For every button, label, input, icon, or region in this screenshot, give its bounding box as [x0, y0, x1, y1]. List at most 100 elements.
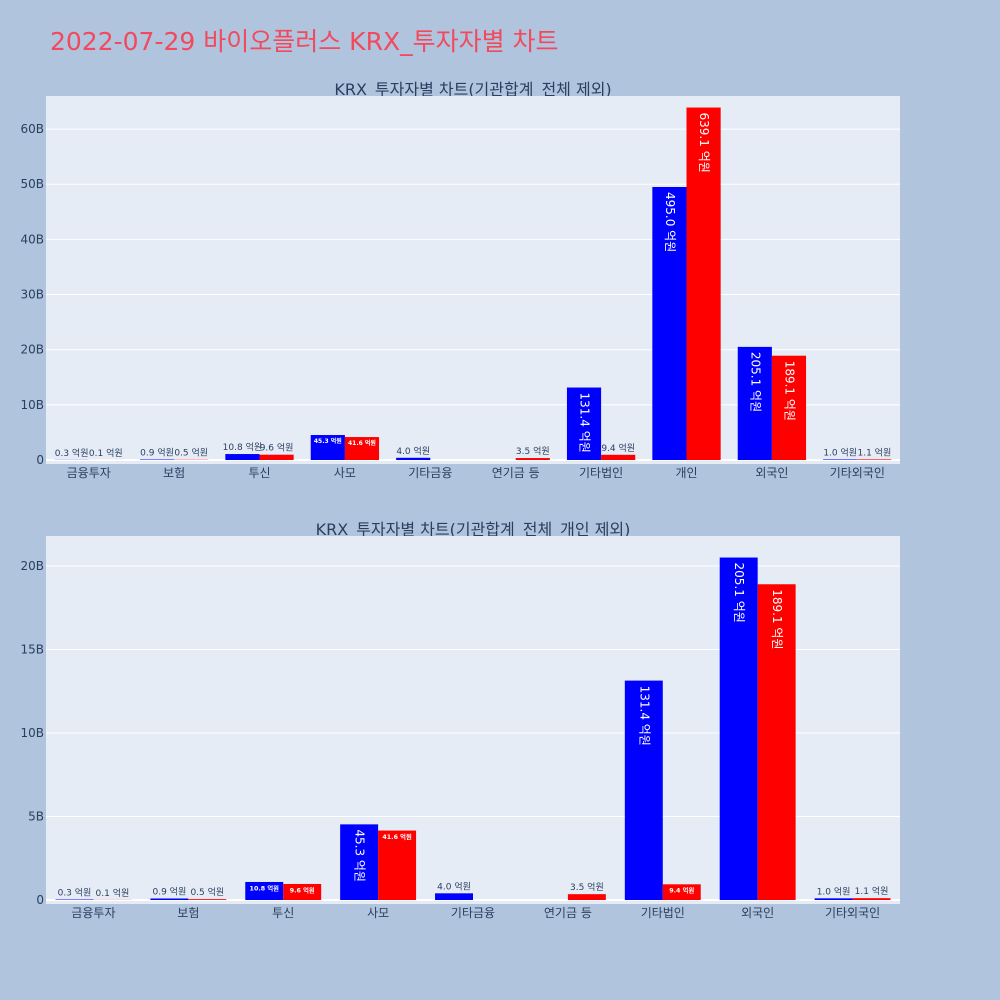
chart-1-bar — [566, 387, 602, 460]
chart-2-data-label: 131.4 억원 — [637, 686, 651, 746]
chart-2-bar — [757, 584, 796, 900]
chart-1-y-tick-label: 50B — [20, 177, 44, 191]
chart-2-bar — [567, 894, 606, 900]
chart-1-data-label: 9.6 억원 — [260, 442, 294, 454]
chart-1-bar — [857, 459, 892, 460]
chart-2-bar — [624, 680, 663, 900]
chart-2-x-tick-label: 외국인 — [741, 906, 774, 920]
chart-1-y-axis: 0 10B 20B 30B 40B 50B 60B — [20, 122, 44, 467]
chart-1-data-label: 205.1 억원 — [748, 352, 762, 412]
chart-1-x-tick-label: 사모 — [334, 466, 356, 480]
chart-2-bar — [378, 830, 417, 900]
chart-1-bar — [652, 187, 687, 460]
chart-2-bar — [435, 893, 473, 900]
chart-2-data-label: 1.1 억원 — [855, 885, 889, 897]
chart-2-bar — [719, 557, 758, 900]
chart-1-x-tick-label: 기타금융 — [408, 466, 452, 480]
chart-1-bar — [515, 458, 550, 460]
chart-2-y-tick-label: 20B — [20, 559, 44, 573]
chart-1-data-label: 9.4 억원 — [601, 442, 635, 454]
chart-2-x-tick-label: 연기금 등 — [544, 906, 592, 920]
chart-1-bar — [601, 454, 636, 460]
chart-2-data-label: 0.9 억원 — [152, 885, 186, 897]
chart-1-x-tick-label: 기타외국인 — [830, 466, 885, 480]
chart-1-x-tick-label: 투신 — [248, 466, 270, 480]
chart-2-data-label: 189.1 억원 — [770, 589, 784, 649]
chart-2-y-tick-label: 0 — [36, 893, 44, 907]
chart-1-y-tick-label: 10B — [20, 398, 44, 412]
page-title: 2022-07-29 바이오플러스 KRX_투자자별 차트 — [50, 27, 559, 56]
chart-1-bar — [686, 107, 721, 460]
chart-2: KRX_투자자별 차트(기관합계_전체_개인 제외) 05B10B15B20B … — [20, 520, 900, 920]
chart-2-data-label: 0.5 억원 — [190, 886, 224, 898]
chart-2-x-tick-label: 투신 — [272, 906, 294, 920]
chart-2-bar — [662, 884, 701, 900]
chart-1-bar — [225, 454, 260, 460]
chart-1-bars: 0.3 억원 0.1 억원 0.9 억원 0.5 억원 10.8 억원9.6 억원 45.… — [54, 107, 892, 460]
chart-2-bar — [188, 899, 227, 900]
chart-1-y-tick-label: 40B — [20, 232, 44, 246]
chart-1-x-tick-label: 보험 — [163, 466, 185, 480]
chart-1-bar — [310, 435, 345, 460]
chart-2-data-label: 9.4 억원 — [669, 886, 694, 895]
chart-1-data-label: 495.0 억원 — [663, 192, 677, 252]
chart-2-data-label: 45.3 억원 — [353, 829, 367, 882]
chart-1-data-label: 639.1 억원 — [697, 113, 711, 173]
chart-1-x-tick-label: 개인 — [675, 466, 697, 480]
chart-1-y-tick-label: 60B — [20, 122, 44, 136]
chart-2-y-tick-label: 5B — [28, 810, 44, 824]
chart-1-data-label: 131.4 억원 — [578, 393, 592, 453]
chart-1-data-label: 1.1 억원 — [858, 446, 892, 458]
chart-1-y-tick-label: 20B — [20, 343, 44, 357]
chart-1-bar — [823, 459, 858, 460]
chart-1-x-tick-label: 기타법인 — [579, 466, 623, 480]
chart-2-y-tick-label: 10B — [20, 726, 44, 740]
chart-2-title: KRX_투자자별 차트(기관합계_전체_개인 제외) — [316, 520, 631, 540]
chart-1-bar — [737, 346, 772, 460]
chart-1-data-label: 10.8 억원 — [223, 441, 262, 453]
chart-1-data-label: 1.0 억원 — [823, 446, 857, 458]
chart-1-bar — [771, 355, 807, 460]
chart-2-bar — [55, 899, 94, 900]
chart-2-bar — [150, 898, 189, 900]
chart-1-title: KRX_투자자별 차트(기관합계_전체 제외) — [334, 80, 611, 100]
chart-2-data-label: 0.1 억원 — [96, 887, 130, 899]
chart-2-data-label: 41.6 억원 — [382, 832, 412, 841]
chart-2-x-axis: 금융투자 보험 투신 사모 기타금융 연기금 등 기타법인 외국인 기타외국인 — [71, 906, 880, 920]
chart-1-data-label: 0.9 억원 — [140, 447, 174, 459]
chart-1-x-tick-label: 금융투자 — [67, 466, 111, 480]
chart-2-data-label: 3.5 억원 — [570, 881, 604, 893]
chart-1-x-tick-label: 외국인 — [755, 466, 788, 480]
chart-2-x-tick-label: 사모 — [367, 906, 389, 920]
chart-1-data-label: 189.1 억원 — [782, 361, 796, 421]
chart-2-x-tick-label: 기타금융 — [451, 906, 495, 920]
chart-1-x-axis: 금융투자 보험 투신 사모 기타금융 연기금 등 기타법인 개인 외국인 기타외국인 — [67, 466, 885, 480]
chart-2-y-axis: 0 5B 10B 15B 20B — [20, 559, 44, 907]
chart-2-x-tick-label: 보험 — [177, 906, 199, 920]
chart-2-bar — [852, 898, 891, 900]
chart-2-data-label: 1.0 억원 — [817, 885, 851, 897]
chart-1-bar — [259, 454, 294, 460]
chart-2-x-tick-label: 금융투자 — [71, 906, 115, 920]
chart-1-y-tick-label: 30B — [20, 288, 44, 302]
chart-2-data-label: 4.0 억원 — [437, 880, 471, 892]
chart-2-bars: 0.3 억원 0.1 억원 0.9 억원 0.5 억원 10.8 억원 9.6 억원 45.… — [55, 557, 891, 900]
chart-2-data-label: 10.8 억원 — [250, 883, 280, 892]
chart-2-bar — [245, 881, 284, 900]
chart-1-y-tick-label: 0 — [36, 453, 44, 467]
chart-1-data-label: 0.3 억원 — [55, 447, 89, 459]
chart-1-bar — [344, 437, 380, 460]
chart-1-data-label: 4.0 억원 — [396, 445, 430, 457]
chart-2-x-tick-label: 기타법인 — [641, 906, 685, 920]
chart-1-data-label: 0.1 억원 — [89, 447, 123, 459]
chart-1: KRX_투자자별 차트(기관합계_전체 제외) 0 10B 20B 30B 40B 50B… — [20, 80, 900, 480]
chart-2-y-tick-label: 15B — [20, 643, 44, 657]
chart-1-data-label: 0.5 억원 — [174, 447, 208, 459]
chart-2-data-label: 0.3 억원 — [58, 886, 92, 898]
chart-2-bar — [340, 824, 379, 900]
chart-2-bar — [814, 898, 853, 900]
chart-1-bar — [396, 457, 431, 460]
chart-1-data-label: 45.3 억원 — [314, 437, 342, 445]
chart-1-x-tick-label: 연기금 등 — [492, 466, 540, 480]
chart-2-data-label: 205.1 억원 — [732, 563, 746, 623]
